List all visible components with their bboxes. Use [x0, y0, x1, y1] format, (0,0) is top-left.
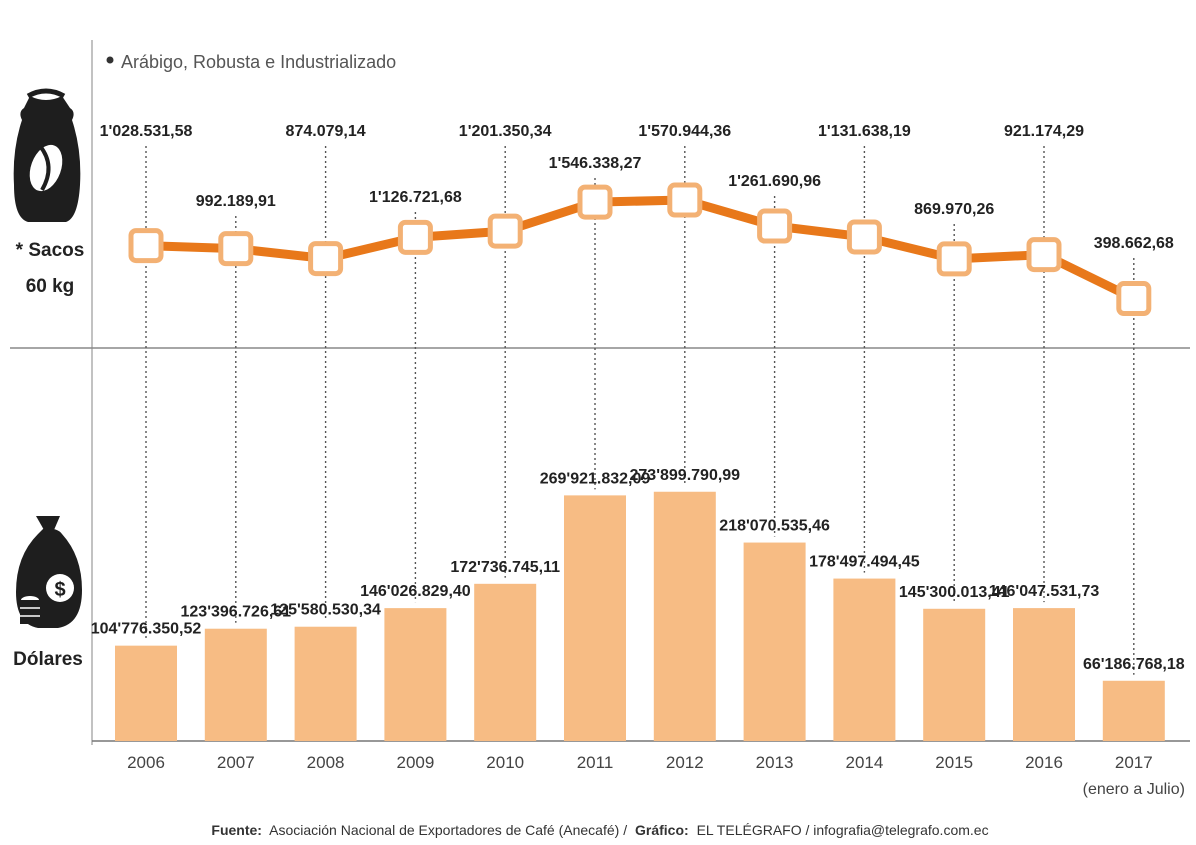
point-label-2009: 1'126.721,68 [369, 189, 462, 206]
point-marker-2012 [667, 182, 703, 218]
footer-text: Fuente: Asociación Nacional de Exportado… [211, 822, 988, 838]
bar-2014 [833, 578, 896, 741]
sacos-label-line2: 60 kg [26, 276, 75, 297]
bar-2009 [384, 608, 447, 741]
bar-label-2014: 178'497.494,45 [809, 554, 920, 571]
x-tick-label-2011: 2011 [577, 753, 614, 772]
legend-bullet [106, 56, 114, 64]
x-tick-label-2012: 2012 [666, 753, 704, 772]
sacos-label-line1: * Sacos [16, 240, 85, 261]
bar-2006 [115, 645, 177, 741]
point-label-2007: 992.189,91 [196, 193, 276, 210]
dolares-label: Dólares [13, 649, 83, 670]
point-marker-2010 [487, 213, 523, 249]
bar-label-2006: 104'776.350,52 [91, 621, 202, 638]
coffee-sack-icon [13, 88, 81, 222]
x-tick-label-2008: 2008 [307, 753, 345, 772]
bar-label-2007: 123'396.726,61 [181, 604, 292, 621]
point-label-2014: 1'131.638,19 [818, 123, 911, 140]
money-bag-icon: $ [16, 516, 82, 628]
bar-2016 [1013, 608, 1075, 741]
point-marker-2006 [128, 228, 164, 264]
bar-2007 [204, 628, 267, 741]
point-label-2011: 1'546.338,27 [549, 155, 642, 172]
point-marker-2017 [1116, 281, 1152, 317]
bar-label-2009: 146'026.829,40 [360, 583, 471, 600]
point-label-2010: 1'201.350,34 [459, 123, 552, 140]
point-marker-2009 [397, 219, 433, 255]
x-tick-label-2006: 2006 [127, 753, 165, 772]
point-label-2017: 398.662,68 [1094, 235, 1174, 252]
x-tick-label-2016: 2016 [1025, 753, 1063, 772]
bar-2015 [923, 608, 986, 741]
bar-label-2016: 146'047.531,73 [989, 583, 1100, 600]
point-label-2006: 1'028.531,58 [100, 123, 193, 140]
bar-2008 [294, 626, 357, 741]
bar-2010 [474, 583, 537, 741]
bar-2013 [743, 542, 806, 741]
bar-label-2008: 125'580.530,34 [270, 602, 381, 619]
x-tick-label-2017: 2017 [1115, 753, 1153, 772]
point-marker-2016 [1026, 237, 1062, 273]
legend-label: Arábigo, Robusta e Industrializado [121, 52, 396, 72]
footer-graphic: EL TELÉGRAFO / infografia@telegrafo.com.… [697, 822, 989, 838]
footer-source-label: Fuente: [211, 822, 262, 838]
x-tick-note-2017: (enero a Julio) [1083, 781, 1185, 798]
footer-source: Asociación Nacional de Exportadores de C… [269, 822, 627, 838]
point-marker-2007 [218, 231, 254, 267]
point-marker-2013 [757, 208, 793, 244]
bar-label-2013: 218'070.535,46 [719, 518, 830, 535]
bar-2011 [564, 495, 626, 741]
point-label-2015: 869.970,26 [914, 201, 994, 218]
point-marker-2011 [577, 184, 613, 220]
bar-2012 [653, 491, 716, 741]
bar-label-2017: 66'186.768,18 [1083, 656, 1185, 673]
bar-label-2015: 145'300.013,41 [899, 584, 1010, 601]
bar-label-2012: 273'899.790,99 [630, 467, 741, 484]
bar-label-2010: 172'736.745,11 [450, 559, 560, 576]
x-tick-label-2015: 2015 [935, 753, 973, 772]
point-label-2008: 874.079,14 [286, 123, 366, 140]
x-tick-label-2009: 2009 [396, 753, 434, 772]
bar-label-2011: 269'921.832,09 [540, 470, 651, 487]
x-tick-label-2013: 2013 [756, 753, 794, 772]
bar-2017 [1102, 680, 1165, 741]
point-label-2013: 1'261.690,96 [728, 173, 821, 190]
point-marker-2008 [308, 241, 344, 277]
x-tick-label-2014: 2014 [845, 753, 883, 772]
point-label-2016: 921.174,29 [1004, 123, 1084, 140]
point-marker-2014 [846, 219, 882, 255]
point-marker-2015 [936, 241, 972, 277]
x-tick-label-2007: 2007 [217, 753, 255, 772]
svg-text:$: $ [54, 579, 65, 601]
footer-graphic-label: Gráfico: [635, 822, 689, 838]
point-label-2012: 1'570.944,36 [638, 123, 731, 140]
x-tick-label-2010: 2010 [486, 753, 524, 772]
